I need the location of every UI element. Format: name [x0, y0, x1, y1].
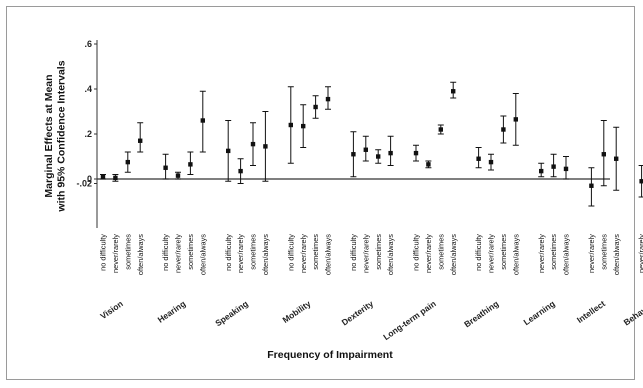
point-estimate: [376, 154, 381, 159]
level-label: never/rarely: [637, 234, 643, 273]
y-tick-label: .2: [84, 129, 92, 139]
level-label: sometimes: [549, 234, 558, 270]
category-label: Behavior: [622, 298, 643, 327]
point-estimate: [288, 122, 293, 128]
level-label: often/always: [511, 234, 520, 275]
point-estimate: [351, 152, 356, 157]
point-estimate: [488, 159, 494, 165]
category-label: Intellect: [575, 298, 607, 325]
category-label: Learning: [522, 298, 557, 327]
level-label: no difficulty: [349, 234, 358, 271]
point-estimate: [476, 156, 481, 161]
level-label: sometimes: [499, 234, 508, 270]
level-label: sometimes: [249, 234, 258, 270]
point-estimate: [138, 138, 143, 143]
y-tick-label: 0: [87, 174, 92, 184]
point-estimate: [263, 144, 268, 149]
level-label: no difficulty: [286, 234, 295, 271]
level-label: often/always: [261, 234, 270, 275]
point-estimate: [100, 174, 106, 179]
level-label: often/always: [449, 234, 458, 275]
category-label: Vision: [98, 298, 125, 321]
level-label: sometimes: [123, 234, 132, 270]
level-label: often/always: [612, 234, 621, 275]
point-estimate: [200, 118, 205, 123]
level-label: sometimes: [599, 234, 608, 270]
level-label: no difficulty: [99, 234, 108, 271]
category-label: Breathing: [462, 298, 500, 329]
point-estimate: [639, 179, 643, 184]
level-label: never/rarely: [361, 234, 370, 273]
category-label: Hearing: [156, 298, 188, 324]
level-label: sometimes: [436, 234, 445, 270]
point-estimate: [125, 159, 130, 165]
level-label: often/always: [324, 234, 333, 275]
level-label: never/rarely: [487, 234, 496, 273]
category-label: Dexterity: [340, 298, 376, 327]
level-label: never/rarely: [424, 234, 433, 273]
point-estimate: [163, 165, 168, 170]
y-tick-label: -.02: [76, 179, 92, 189]
point-estimate: [551, 164, 556, 169]
level-label: never/rarely: [299, 234, 308, 273]
axes: -.020 .2 .4 .6: [76, 39, 610, 228]
level-label: no difficulty: [412, 234, 421, 271]
x-axis-title: Frequency of Impairment: [267, 349, 393, 361]
y-axis-title-line: Marginal Effects at Mean: [43, 74, 55, 197]
point-estimate: [250, 141, 256, 147]
point-estimate: [426, 162, 431, 167]
level-label: never/rarely: [111, 234, 120, 273]
point-estimate: [313, 104, 318, 110]
point-estimate: [413, 150, 419, 156]
y-tick-label: .4: [84, 84, 92, 94]
point-estimate: [438, 127, 443, 132]
point-estimate: [175, 173, 181, 178]
category-label: Mobility: [281, 298, 313, 325]
chart-frame: [6, 6, 635, 380]
point-estimate: [325, 96, 331, 102]
point-estimate: [539, 168, 544, 174]
point-estimate: [301, 123, 306, 129]
category-label: Long-term pain: [381, 298, 437, 342]
data-marks: [100, 81, 643, 207]
point-estimate: [451, 89, 456, 94]
level-label: no difficulty: [474, 234, 483, 271]
level-label: never/rarely: [587, 234, 596, 273]
point-estimate: [563, 166, 569, 172]
point-estimate: [589, 183, 594, 188]
level-label: sometimes: [311, 234, 320, 270]
level-label: sometimes: [374, 234, 383, 270]
level-label: often/always: [562, 234, 571, 275]
point-estimate: [388, 150, 393, 156]
point-estimate: [188, 162, 193, 167]
point-estimate: [363, 147, 368, 152]
level-label: sometimes: [186, 234, 195, 270]
point-estimate: [601, 152, 606, 157]
level-label: often/always: [386, 234, 395, 275]
level-label: never/rarely: [236, 234, 245, 273]
point-estimate: [113, 175, 118, 181]
x-labels: no difficulty never/rarely sometimes often/…: [98, 234, 643, 342]
level-label: no difficulty: [224, 234, 233, 271]
y-axis-title: Marginal Effects at Meanwith 95% Confide…: [43, 60, 68, 212]
level-label: often/always: [136, 234, 145, 275]
level-label: often/always: [198, 234, 207, 275]
y-tick-label: .6: [84, 39, 92, 49]
point-estimate: [501, 127, 506, 132]
level-label: never/rarely: [537, 234, 546, 273]
point-estimate: [226, 148, 231, 154]
category-label: Speaking: [213, 298, 250, 328]
point-estimate: [614, 156, 619, 161]
point-estimate: [238, 168, 243, 174]
level-label: no difficulty: [161, 234, 170, 271]
point-estimate: [513, 117, 518, 122]
y-axis-title-line: with 95% Confidence Intervals: [56, 60, 68, 212]
level-label: never/rarely: [174, 234, 183, 273]
